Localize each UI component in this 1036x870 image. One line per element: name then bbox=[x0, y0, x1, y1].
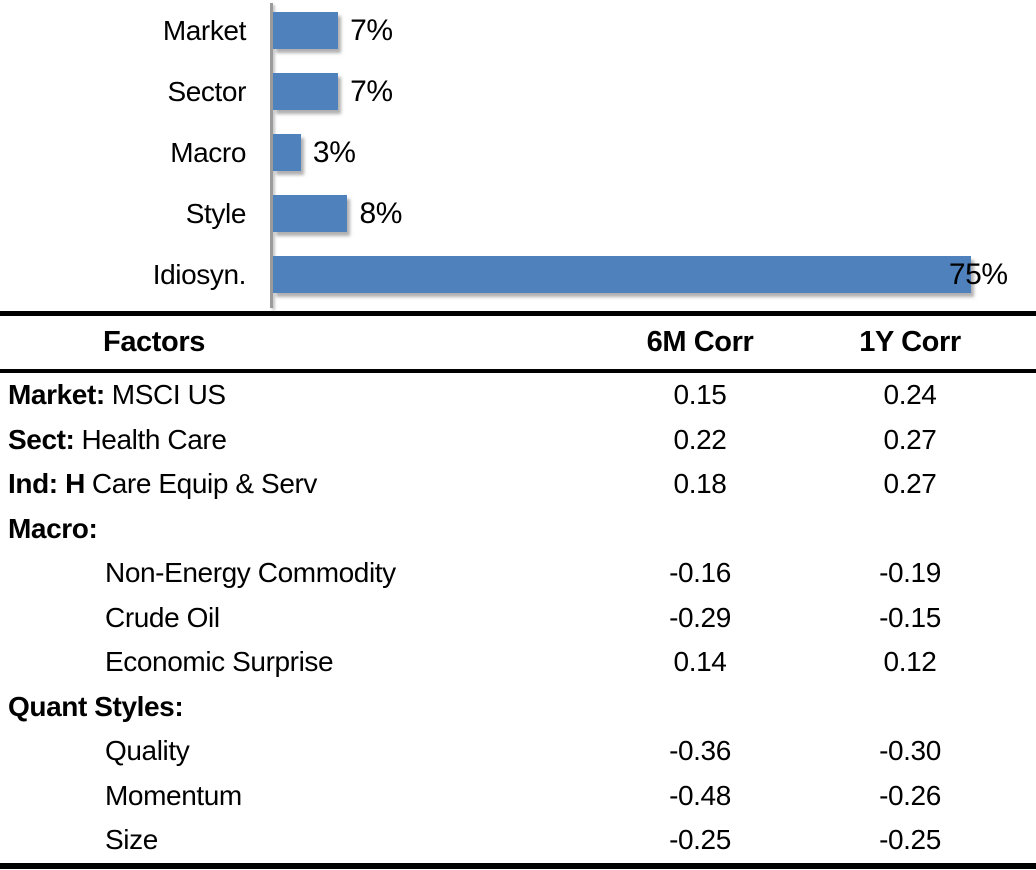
corr-1y-cell: -0.30 bbox=[879, 735, 941, 767]
factor-name-cell: Crude Oil bbox=[0, 602, 580, 634]
corr-1y-cell: -0.26 bbox=[879, 779, 941, 811]
corr-6m-cell: -0.16 bbox=[669, 557, 731, 589]
factor-label: MSCI US bbox=[111, 379, 226, 411]
corr-1y-cell: 0.27 bbox=[883, 468, 937, 500]
factor-prefix: Quant Styles: bbox=[8, 690, 184, 722]
table-header-divider bbox=[0, 369, 1036, 373]
factor-prefix: Market: bbox=[8, 379, 105, 411]
bar-plot-area: 8% bbox=[273, 183, 1036, 244]
bar-value-label: 8% bbox=[359, 196, 402, 230]
bar-chart-rows: Market 7% Sector 7% Macro 3% Style 8% bbox=[0, 0, 1036, 305]
corr-1y-cell: -0.19 bbox=[879, 557, 941, 589]
table-row: Non-Energy Commodity -0.16 -0.19 bbox=[0, 551, 1036, 596]
column-header-6m-corr: 6M Corr bbox=[646, 326, 754, 358]
corr-6m-cell: -0.29 bbox=[669, 601, 731, 633]
factor-name-cell: Non-Energy Commodity bbox=[0, 557, 580, 589]
factor-name-cell: Momentum bbox=[0, 780, 580, 812]
factor-prefix: Ind: H bbox=[8, 468, 85, 500]
bar-category-label: Macro bbox=[170, 137, 246, 168]
bar bbox=[273, 12, 339, 49]
factor-label: Non-Energy Commodity bbox=[105, 557, 396, 589]
table-row: Economic Surprise 0.14 0.12 bbox=[0, 640, 1036, 685]
factor-name-cell: Quality bbox=[0, 735, 580, 767]
bar-category-label: Market bbox=[162, 15, 247, 46]
bar bbox=[273, 73, 339, 110]
bar bbox=[273, 134, 301, 171]
bar-row: Macro 3% bbox=[0, 122, 1036, 183]
bar-value-label: 7% bbox=[350, 13, 393, 47]
factor-prefix: Sect: bbox=[8, 423, 75, 455]
corr-6m-cell: 0.22 bbox=[673, 423, 727, 455]
corr-6m-cell: 0.18 bbox=[673, 468, 727, 500]
factor-name-cell: Sect: Health Care bbox=[0, 424, 580, 456]
table-top-border bbox=[0, 311, 1036, 316]
bar-category-label: Style bbox=[185, 198, 247, 229]
table-row: Market: MSCI US 0.15 0.24 bbox=[0, 373, 1036, 418]
corr-1y-cell: 0.27 bbox=[883, 423, 937, 455]
column-header-factors: Factors bbox=[103, 326, 205, 358]
bar-category-label: Sector bbox=[167, 76, 246, 107]
bar-plot-area: 7% bbox=[273, 61, 1036, 122]
table-row: Momentum -0.48 -0.26 bbox=[0, 774, 1036, 819]
factor-label: Economic Surprise bbox=[105, 646, 334, 678]
factor-name-cell: Macro: bbox=[0, 513, 580, 545]
factor-label: Crude Oil bbox=[105, 601, 220, 633]
table-row: Quant Styles: bbox=[0, 685, 1036, 730]
bar-plot-area: 75% bbox=[273, 244, 1036, 305]
table-row: Ind: H Care Equip & Serv 0.18 0.27 bbox=[0, 462, 1036, 507]
bar bbox=[273, 195, 348, 232]
factor-correlation-table: Factors 6M Corr 1Y Corr Market: MSCI US 0… bbox=[0, 311, 1036, 869]
factor-label: Health Care bbox=[81, 423, 227, 455]
corr-1y-cell: 0.12 bbox=[883, 646, 937, 678]
corr-1y-cell: 0.24 bbox=[883, 379, 937, 411]
column-header-1y-corr: 1Y Corr bbox=[859, 326, 961, 358]
factor-name-cell: Ind: H Care Equip & Serv bbox=[0, 468, 580, 500]
bar bbox=[273, 256, 971, 293]
table-header-row: Factors 6M Corr 1Y Corr bbox=[0, 316, 1036, 369]
factor-name-cell: Size bbox=[0, 824, 580, 856]
factor-label: Quality bbox=[105, 735, 190, 767]
bar-value-label: 7% bbox=[350, 74, 393, 108]
table-row: Quality -0.36 -0.30 bbox=[0, 729, 1036, 774]
factor-name-cell: Quant Styles: bbox=[0, 691, 580, 723]
table-row: Size -0.25 -0.25 bbox=[0, 818, 1036, 863]
table-row: Macro: bbox=[0, 507, 1036, 552]
table-bottom-border bbox=[0, 862, 1036, 869]
chart-axis-line bbox=[270, 3, 273, 308]
corr-6m-cell: 0.14 bbox=[673, 646, 727, 678]
risk-decomposition-bar-chart: Market 7% Sector 7% Macro 3% Style 8% bbox=[0, 0, 1036, 308]
table-row: Sect: Health Care 0.22 0.27 bbox=[0, 418, 1036, 463]
table-row: Crude Oil -0.29 -0.15 bbox=[0, 596, 1036, 641]
bar-row: Market 7% bbox=[0, 0, 1036, 61]
bar-row: Idiosyn. 75% bbox=[0, 244, 1036, 305]
corr-1y-cell: -0.15 bbox=[879, 601, 941, 633]
bar-value-label: 75% bbox=[948, 257, 1008, 291]
table-body: Market: MSCI US 0.15 0.24 Sect: Health Car… bbox=[0, 373, 1036, 863]
corr-6m-cell: -0.36 bbox=[669, 735, 731, 767]
factor-prefix: Macro: bbox=[8, 512, 98, 544]
factor-name-cell: Market: MSCI US bbox=[0, 379, 580, 411]
factor-label: Momentum bbox=[105, 779, 242, 811]
corr-6m-cell: 0.15 bbox=[673, 379, 727, 411]
factor-label: Size bbox=[105, 824, 158, 856]
factor-name-cell: Economic Surprise bbox=[0, 646, 580, 678]
corr-1y-cell: -0.25 bbox=[879, 824, 941, 856]
bar-row: Style 8% bbox=[0, 183, 1036, 244]
bar-value-label: 3% bbox=[312, 135, 356, 169]
bar-row: Sector 7% bbox=[0, 61, 1036, 122]
bar-plot-area: 3% bbox=[273, 122, 1036, 183]
bar-category-label: Idiosyn. bbox=[152, 259, 247, 290]
corr-6m-cell: -0.25 bbox=[669, 824, 731, 856]
factor-label: Care Equip & Serv bbox=[91, 468, 318, 500]
corr-6m-cell: -0.48 bbox=[669, 779, 731, 811]
bar-plot-area: 7% bbox=[273, 0, 1036, 61]
